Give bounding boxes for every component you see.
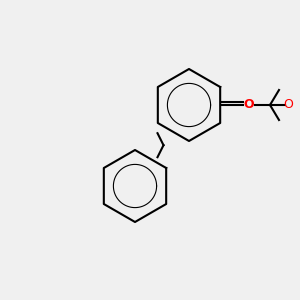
Text: O: O bbox=[283, 98, 293, 112]
Text: O: O bbox=[244, 98, 254, 112]
